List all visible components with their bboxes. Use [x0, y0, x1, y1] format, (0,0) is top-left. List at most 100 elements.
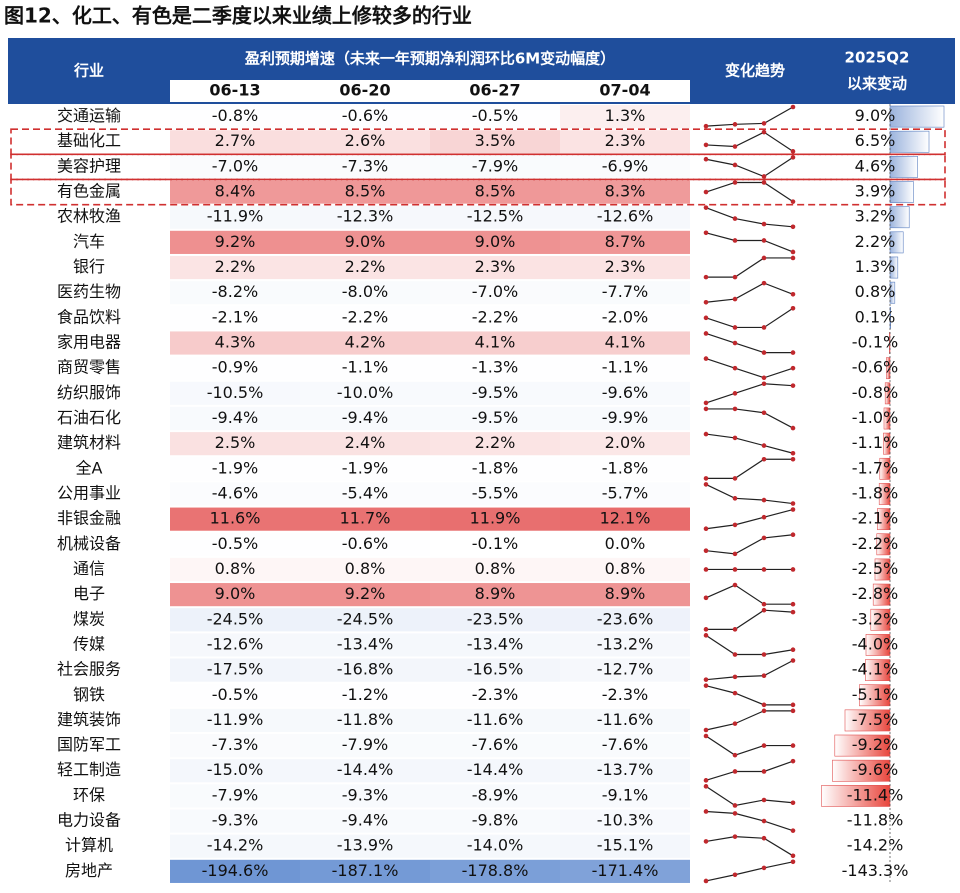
industry-name: 轻工制造 [57, 760, 121, 779]
spark-dot [761, 174, 767, 179]
cell-value: -9.6% [602, 383, 648, 402]
cell-value: -0.9% [212, 358, 258, 377]
spark-dot [790, 708, 796, 714]
spark-dot [703, 784, 709, 789]
cell-value: -6.9% [602, 156, 648, 175]
change-value: -11.8% [847, 811, 904, 830]
cell-value: -0.6% [342, 534, 388, 553]
change-value: -9.6% [852, 760, 898, 779]
industry-name: 纺织服饰 [57, 383, 121, 402]
sparkline [705, 332, 793, 354]
spark-dot [761, 381, 767, 387]
heat-cell [170, 432, 300, 456]
spark-dot [790, 456, 796, 462]
spark-dot [732, 162, 738, 168]
spark-dot [790, 501, 796, 506]
heat-cell [170, 557, 300, 582]
change-value: -0.8% [852, 383, 898, 402]
spark-dot [732, 296, 738, 302]
spark-dot [761, 410, 767, 416]
industry-name: 计算机 [65, 836, 113, 855]
cell-value: -2.2% [472, 307, 518, 326]
heat-cell [430, 230, 560, 254]
sparkline [705, 307, 794, 329]
date-header: 06-27 [469, 81, 520, 100]
cell-value: -5.4% [342, 483, 388, 502]
spark-dot [703, 476, 709, 481]
spark-dot [732, 872, 738, 878]
heat-cell [170, 507, 300, 531]
heat-cell [560, 432, 690, 456]
spark-dot [703, 809, 709, 814]
cell-value: -187.1% [332, 861, 399, 880]
heat-cell [560, 583, 690, 607]
spark-dot [732, 811, 738, 816]
change-value: -0.1% [852, 333, 898, 352]
heat-cell [430, 130, 560, 154]
spark-dot [761, 607, 767, 613]
spark-dot [790, 450, 796, 456]
spark-dot [703, 431, 709, 437]
spark-dot [732, 365, 738, 371]
cell-value: 0.0% [605, 534, 646, 553]
industry-name: 食品饮料 [57, 307, 121, 326]
change-value: -14.2% [847, 836, 904, 855]
heat-cell [170, 230, 300, 254]
spark-dot [761, 443, 767, 448]
sparkline [705, 685, 793, 706]
sparkline [706, 458, 793, 479]
heat-cell [170, 658, 300, 682]
cell-value: -14.2% [207, 836, 264, 855]
header-group: 盈利预期增速（未来一年预期净利润环比6M变动幅度） [244, 50, 615, 68]
change-bar [883, 432, 891, 455]
cell-value: -24.5% [207, 609, 264, 628]
cell-value: 0.8% [345, 559, 386, 578]
spark-dot [790, 758, 796, 764]
highlight-box [10, 128, 946, 156]
cell-value: -14.4% [467, 760, 524, 779]
cell-value: 0.8% [215, 559, 256, 578]
change-value: -9.2% [852, 735, 898, 754]
spark-dot [703, 315, 709, 321]
cell-value: 2.7% [215, 131, 256, 150]
cell-value: -23.5% [467, 609, 524, 628]
cell-value: -1.1% [602, 358, 648, 377]
sparkline [705, 383, 794, 404]
change-bar [883, 407, 891, 430]
header-industry: 行业 [73, 62, 104, 80]
heat-cell [430, 809, 560, 833]
spark-dot [703, 839, 709, 844]
sparkline [705, 710, 793, 731]
spark-dot [761, 497, 767, 503]
cell-value: -11.6% [597, 710, 654, 729]
heat-cell [300, 331, 430, 355]
heat-cell [170, 759, 300, 783]
spark-dot [732, 690, 738, 696]
cell-value: 2.4% [345, 433, 386, 452]
heat-cell [170, 255, 300, 280]
spark-dot [790, 609, 796, 615]
spark-dot [732, 180, 738, 185]
spark-dot [790, 425, 796, 431]
industry-name: 家用电器 [57, 333, 121, 352]
spark-dot [703, 142, 709, 148]
change-value: 4.6% [855, 156, 896, 175]
industry-name: 电子 [73, 584, 105, 603]
change-value: -7.5% [852, 710, 898, 729]
change-bar [889, 231, 904, 254]
sparkline [705, 156, 794, 178]
change-value: 6.5% [855, 131, 896, 150]
header-trend: 变化趋势 [725, 62, 785, 80]
heat-cell [300, 583, 430, 607]
spark-dot [732, 551, 738, 557]
industry-name: 机械设备 [57, 534, 121, 553]
heat-cell [560, 507, 690, 531]
heat-cell [430, 859, 560, 883]
spark-dot [790, 365, 796, 371]
spark-dot [790, 828, 796, 833]
cell-value: 9.0% [215, 584, 256, 603]
heat-cell [560, 708, 690, 732]
cell-value: -0.5% [212, 534, 258, 553]
heat-cell [430, 708, 560, 732]
sparkline [705, 131, 794, 152]
